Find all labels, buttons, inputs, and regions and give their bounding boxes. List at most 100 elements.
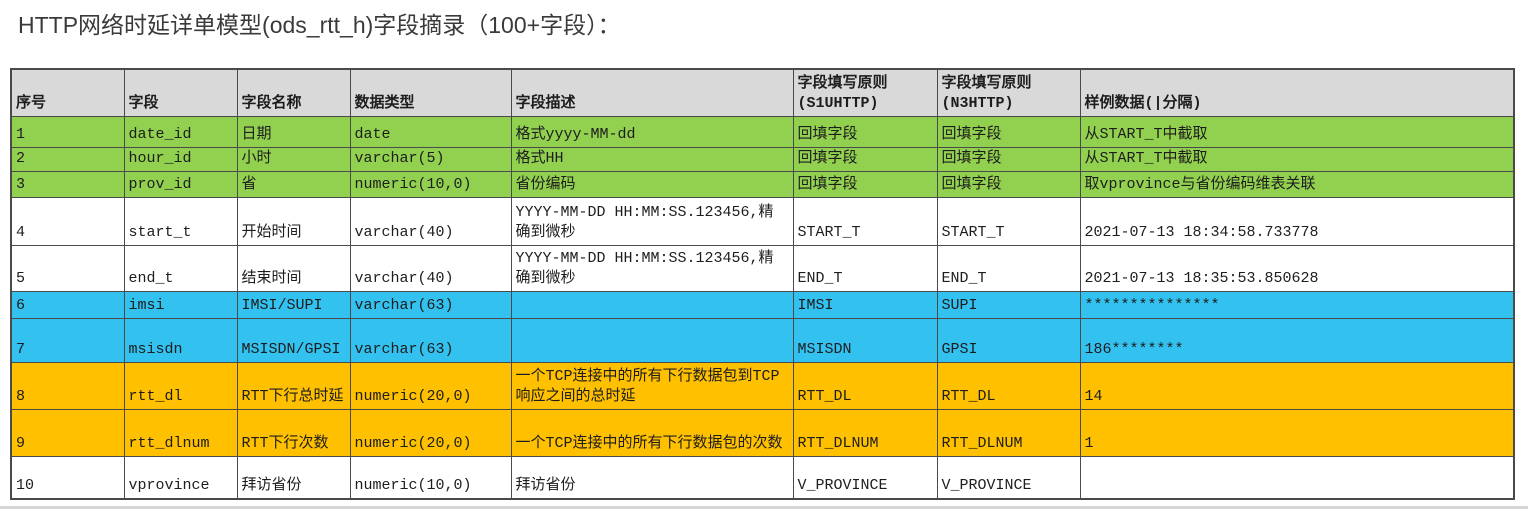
table-cell: numeric(20,0)	[349, 361, 512, 410]
table-cell: IMSI	[792, 290, 938, 319]
table-cell: varchar(63)	[349, 290, 512, 319]
table-cell: varchar(63)	[349, 317, 512, 363]
table-row: 5 end_t 结束时间 varchar(40) YYYY-MM-DD HH:MM:SS…	[10, 244, 1515, 292]
table-row: 8 rtt_dl RTT下行总时延 numeric(20,0) 一个TCP连接中的所有下…	[10, 361, 1515, 410]
table-cell: 186********	[1079, 317, 1515, 363]
table-cell: date	[349, 115, 512, 148]
table-cell: varchar(5)	[349, 146, 512, 172]
table-cell: RTT_DL	[792, 361, 938, 410]
table-row: 6 imsi IMSI/SUPI varchar(63) IMSI SUPI *******…	[10, 290, 1515, 319]
table-cell: prov_id	[123, 170, 238, 198]
column-header: 字段填写原则(S1UHTTP)	[792, 68, 938, 117]
column-header: 字段填写原则(N3HTTP)	[936, 68, 1081, 117]
table-cell: RTT下行总时延	[236, 361, 351, 410]
table-cell: 一个TCP连接中的所有下行数据包的次数	[510, 408, 794, 457]
table-row: 1 date_id 日期 date 格式yyyy-MM-dd 回填字段 回填字段 从START…	[10, 115, 1515, 148]
table-cell: 3	[10, 170, 125, 198]
table-cell: 省份编码	[510, 170, 794, 198]
table-cell: 1	[1079, 408, 1515, 457]
bottom-divider	[0, 506, 1528, 509]
table-cell: rtt_dlnum	[123, 408, 238, 457]
table-cell: MSISDN	[792, 317, 938, 363]
table-cell	[1079, 455, 1515, 500]
table-cell: 回填字段	[792, 115, 938, 148]
table-cell	[510, 290, 794, 319]
table-cell: 从START_T中截取	[1079, 115, 1515, 148]
table-cell: end_t	[123, 244, 238, 292]
column-header: 序号	[10, 68, 125, 117]
page-title: HTTP网络时延详单模型(ods_rtt_h)字段摘录（100+字段）：	[18, 12, 621, 38]
table-cell: IMSI/SUPI	[236, 290, 351, 319]
table-cell: numeric(10,0)	[349, 455, 512, 500]
table-cell: 8	[10, 361, 125, 410]
fields-table-header-row: 序号 字段 字段名称 数据类型 字段描述 字段填写原则(S1UHTTP) 字段填写原则(N3…	[10, 68, 1515, 117]
table-cell: 2	[10, 146, 125, 172]
table-cell: varchar(40)	[349, 244, 512, 292]
table-cell: 省	[236, 170, 351, 198]
table-cell: RTT_DL	[936, 361, 1081, 410]
table-cell: 14	[1079, 361, 1515, 410]
table-cell: rtt_dl	[123, 361, 238, 410]
column-header: 字段	[123, 68, 238, 117]
table-cell: GPSI	[936, 317, 1081, 363]
table-cell: hour_id	[123, 146, 238, 172]
table-cell: 5	[10, 244, 125, 292]
table-cell: 10	[10, 455, 125, 500]
table-cell: ***************	[1079, 290, 1515, 319]
table-cell: 6	[10, 290, 125, 319]
table-cell: V_PROVINCE	[792, 455, 938, 500]
table-cell: 拜访省份	[236, 455, 351, 500]
table-cell: 7	[10, 317, 125, 363]
table-cell: START_T	[936, 196, 1081, 246]
table-cell: 取vprovince与省份编码维表关联	[1079, 170, 1515, 198]
fields-table: 序号 字段 字段名称 数据类型 字段描述 字段填写原则(S1UHTTP) 字段填写原则(N3…	[10, 68, 1515, 500]
table-cell: END_T	[936, 244, 1081, 292]
table-cell: YYYY-MM-DD HH:MM:SS.123456,精确到微秒	[510, 244, 794, 292]
table-cell: msisdn	[123, 317, 238, 363]
table-row: 7 msisdn MSISDN/GPSI varchar(63) MSISDN GPSI 1…	[10, 317, 1515, 363]
table-cell: 4	[10, 196, 125, 246]
table-cell: 回填字段	[936, 170, 1081, 198]
table-cell: imsi	[123, 290, 238, 319]
table-cell: MSISDN/GPSI	[236, 317, 351, 363]
table-cell: 回填字段	[936, 115, 1081, 148]
table-cell: 开始时间	[236, 196, 351, 246]
table-cell: numeric(20,0)	[349, 408, 512, 457]
table-cell: 回填字段	[792, 146, 938, 172]
table-cell: 小时	[236, 146, 351, 172]
table-cell: RTT_DLNUM	[792, 408, 938, 457]
table-cell: 回填字段	[792, 170, 938, 198]
table-cell: 9	[10, 408, 125, 457]
table-cell: start_t	[123, 196, 238, 246]
table-cell: date_id	[123, 115, 238, 148]
table-cell: 从START_T中截取	[1079, 146, 1515, 172]
table-cell: numeric(10,0)	[349, 170, 512, 198]
table-cell: END_T	[792, 244, 938, 292]
table-cell: varchar(40)	[349, 196, 512, 246]
table-row: 4 start_t 开始时间 varchar(40) YYYY-MM-DD HH:MM:…	[10, 196, 1515, 246]
column-header: 数据类型	[349, 68, 512, 117]
table-cell: V_PROVINCE	[936, 455, 1081, 500]
table-row: 3 prov_id 省 numeric(10,0) 省份编码 回填字段 回填字段 取vprov…	[10, 170, 1515, 198]
table-cell: RTT下行次数	[236, 408, 351, 457]
column-header: 样例数据(|分隔)	[1079, 68, 1515, 117]
table-row: 2 hour_id 小时 varchar(5) 格式HH 回填字段 回填字段 从START_T…	[10, 146, 1515, 172]
table-cell: YYYY-MM-DD HH:MM:SS.123456,精确到微秒	[510, 196, 794, 246]
column-header: 字段描述	[510, 68, 794, 117]
table-cell: 格式HH	[510, 146, 794, 172]
fields-table-body: 1 date_id 日期 date 格式yyyy-MM-dd 回填字段 回填字段 从START…	[10, 115, 1515, 500]
table-cell: 拜访省份	[510, 455, 794, 500]
table-cell: 1	[10, 115, 125, 148]
table-cell: 一个TCP连接中的所有下行数据包到TCP响应之间的总时延	[510, 361, 794, 410]
table-cell	[510, 317, 794, 363]
table-cell: START_T	[792, 196, 938, 246]
table-cell: 回填字段	[936, 146, 1081, 172]
table-cell: vprovince	[123, 455, 238, 500]
table-cell: 日期	[236, 115, 351, 148]
table-cell: 格式yyyy-MM-dd	[510, 115, 794, 148]
table-cell: 结束时间	[236, 244, 351, 292]
table-cell: RTT_DLNUM	[936, 408, 1081, 457]
table-cell: SUPI	[936, 290, 1081, 319]
table-cell: 2021-07-13 18:34:58.733778	[1079, 196, 1515, 246]
